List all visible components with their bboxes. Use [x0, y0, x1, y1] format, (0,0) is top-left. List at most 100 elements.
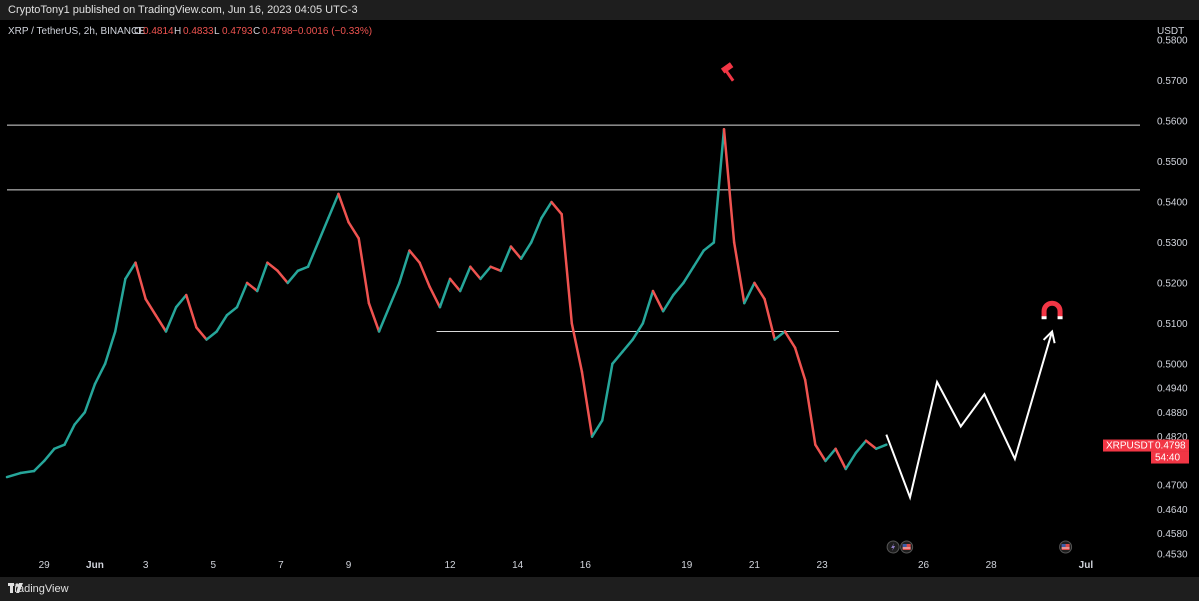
price-segment	[590, 419, 604, 438]
price-segment	[540, 200, 553, 220]
price-segment	[225, 305, 239, 317]
y-tick-label: 0.4700	[1157, 481, 1188, 492]
x-tick-label: 26	[918, 560, 930, 571]
x-tick-label: 29	[39, 560, 51, 571]
price-segment	[519, 241, 533, 260]
price-segment	[621, 338, 634, 353]
x-tick-label: 23	[817, 560, 829, 571]
chart-area[interactable]: XRP / TetherUS, 2h, BINANCE O 0.4814 H 0…	[0, 20, 1199, 577]
price-segment	[408, 249, 421, 264]
currency-label: USDT	[1157, 26, 1184, 37]
price-segment	[418, 261, 432, 289]
price-segment	[53, 443, 66, 451]
y-tick-label: 0.4580	[1157, 529, 1188, 540]
price-segment	[134, 261, 147, 301]
price-segment	[672, 281, 685, 297]
price-segment	[347, 220, 360, 240]
price-segment	[205, 330, 218, 341]
event-icons[interactable]	[886, 540, 1073, 554]
price-segment	[377, 305, 391, 333]
x-tick-label: 7	[278, 560, 284, 571]
price-segment	[834, 447, 848, 471]
price-segment	[367, 301, 381, 333]
price-segment	[266, 261, 279, 273]
price-segment	[296, 265, 310, 273]
x-tick-label: 19	[681, 560, 693, 571]
y-tick-label: 0.5200	[1157, 278, 1188, 289]
price-segment	[276, 269, 289, 285]
legend-l-label: L	[214, 26, 220, 37]
badge-bg-symbol	[1103, 439, 1189, 452]
footer-bar: TradingView	[0, 577, 1199, 601]
price-segment	[702, 241, 716, 252]
price-segment	[113, 277, 127, 333]
hammer-icon	[720, 62, 735, 82]
price-segment	[387, 281, 401, 309]
x-tick-label: 14	[512, 560, 524, 571]
price-segment	[580, 370, 594, 438]
y-tick-label: 0.4880	[1157, 408, 1188, 419]
y-tick-label: 0.4530	[1157, 549, 1188, 560]
price-segment	[185, 293, 198, 329]
price-segment	[32, 459, 46, 473]
price-segment	[814, 443, 827, 463]
price-segment	[844, 451, 858, 471]
price-segment	[489, 265, 503, 273]
price-segment	[42, 447, 56, 463]
price-segment	[803, 378, 817, 446]
badge-bg-timer	[1151, 451, 1189, 464]
price-segment	[550, 200, 563, 216]
price-axis[interactable]: 0.5800 0.5700 0.5600 0.5500 0.5400 0.5300 0.52…	[1157, 36, 1188, 561]
support-resistance-levels	[7, 124, 1140, 332]
price-segment	[529, 216, 543, 244]
price-segment	[641, 289, 655, 325]
price-segment	[124, 261, 137, 281]
time-axis[interactable]: 29 Jun 3 5 7 9 12 14 16 19 21 23 26 28 Jul	[39, 560, 1094, 571]
price-chart[interactable]: XRP / TetherUS, 2h, BINANCE O 0.4814 H 0…	[0, 20, 1199, 577]
us-flag-icon	[900, 540, 914, 554]
price-segment	[103, 330, 117, 366]
projection-arrowhead	[1042, 329, 1056, 344]
publish-info: CryptoTony1 published on TradingView.com…	[8, 4, 358, 16]
legend-c-label: C	[253, 26, 260, 37]
price-segment	[327, 192, 340, 220]
price-segment	[824, 447, 837, 463]
us-flag-icon	[1059, 540, 1073, 554]
x-tick-label: 9	[346, 560, 352, 571]
legend-symbol: XRP / TetherUS, 2h, BINANCE	[8, 26, 145, 37]
tradingview-logo[interactable]: TradingView	[8, 583, 69, 595]
x-tick-label: 28	[986, 560, 998, 571]
price-segment	[215, 314, 229, 333]
price-segment	[864, 439, 878, 451]
price-segment	[174, 293, 188, 309]
legend-close: 0.4798	[262, 26, 293, 37]
price-segment	[337, 192, 350, 224]
x-tick-label: 16	[580, 560, 592, 571]
price-segment	[763, 297, 776, 341]
price-segment	[144, 297, 158, 317]
price-segment	[631, 322, 645, 341]
x-tick-label: 3	[143, 560, 149, 571]
price-segment	[874, 443, 888, 451]
price-segment	[611, 350, 624, 366]
price-segment	[235, 281, 249, 309]
price-segment	[93, 362, 107, 386]
price-segment	[661, 293, 675, 313]
price-segment	[73, 411, 87, 426]
price-segment	[306, 241, 320, 268]
legend-change: −0.0016 (−0.33%)	[292, 26, 372, 37]
price-segment	[773, 330, 787, 341]
footer-brand: TradingView	[8, 583, 69, 595]
x-tick-label: 21	[749, 560, 761, 571]
badge-price: 0.4798	[1155, 441, 1186, 452]
legend-open: 0.4814	[143, 26, 174, 37]
badge-symbol: XRPUSDT	[1106, 441, 1154, 452]
price-segment	[651, 289, 665, 313]
legend-h-label: H	[174, 26, 181, 37]
tradingview-icon	[8, 583, 23, 593]
chart-markers	[720, 62, 1063, 320]
x-tick-label: Jun	[86, 560, 104, 571]
price-segment	[448, 277, 462, 293]
x-tick-label: 12	[444, 560, 456, 571]
price-segment	[154, 314, 168, 333]
